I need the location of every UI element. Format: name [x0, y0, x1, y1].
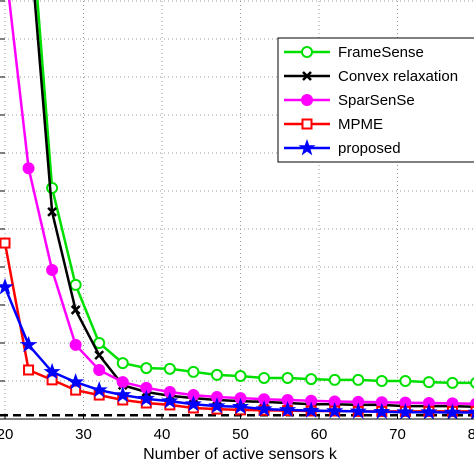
data-point [422, 376, 435, 389]
x-tick-label: 20 [0, 426, 13, 443]
data-point [396, 403, 414, 419]
data-point [258, 371, 271, 384]
data-point [352, 373, 365, 386]
data-point [163, 362, 176, 375]
data-point [140, 362, 153, 375]
legend-marker [301, 94, 313, 106]
data-point [281, 371, 294, 384]
data-point [470, 377, 474, 389]
data-point [70, 305, 81, 315]
data-point [255, 400, 273, 417]
data-point [114, 386, 132, 403]
data-point [47, 207, 57, 217]
data-point [328, 373, 341, 386]
data-point [302, 401, 320, 418]
legend-marker [298, 138, 316, 156]
data-point [210, 368, 223, 381]
legend-marker [301, 46, 313, 58]
grid [0, 0, 474, 420]
x-axis-label: Number of active sensors k [143, 446, 338, 463]
x-tick-label: 60 [311, 426, 328, 443]
data-point [305, 373, 318, 386]
data-point [116, 376, 129, 389]
data-point [116, 357, 129, 370]
data-point [446, 376, 459, 389]
data-point [19, 335, 38, 353]
data-point [375, 375, 388, 387]
data-point [420, 403, 438, 419]
data-point [0, 237, 11, 249]
data-point [69, 338, 82, 351]
data-point [234, 370, 247, 383]
data-point [443, 403, 462, 419]
data-point [399, 375, 412, 387]
data-point [184, 395, 202, 412]
ticks: 2030405060708001234567891011 [0, 0, 474, 443]
data-point [373, 402, 391, 419]
data-point [187, 365, 200, 378]
legend-label: MPME [338, 116, 383, 133]
data-point [46, 264, 59, 277]
data-point [161, 392, 179, 409]
data-point [22, 162, 35, 175]
x-tick-label: 70 [389, 426, 406, 443]
x-tick-label: 40 [154, 426, 171, 443]
data-point [93, 363, 106, 376]
data-point [0, 278, 14, 295]
data-point [279, 400, 297, 418]
data-point [467, 409, 474, 419]
data-point [326, 401, 344, 419]
data-point [231, 397, 250, 415]
data-point [94, 350, 105, 361]
x-tick-label: 50 [232, 426, 249, 443]
legend-marker [302, 71, 312, 81]
data-point [67, 373, 85, 390]
data-point [137, 389, 155, 407]
plot-area [0, 0, 474, 419]
x-tick-label: 80 [468, 426, 474, 443]
x-tick-label: 30 [75, 426, 92, 443]
legend-label: proposed [338, 140, 401, 157]
legend: FrameSense Convex relaxation SparSenSe MPME… [277, 37, 474, 163]
data-point [349, 402, 367, 419]
legend-label: SparSenSe [338, 92, 415, 109]
data-point [69, 278, 82, 291]
data-point [90, 381, 108, 398]
data-point [43, 362, 61, 380]
data-point [208, 397, 226, 414]
legend-label: FrameSense [338, 44, 424, 61]
data-point [23, 364, 35, 376]
legend-label: Convex relaxation [338, 68, 458, 85]
legend-marker [301, 118, 313, 130]
